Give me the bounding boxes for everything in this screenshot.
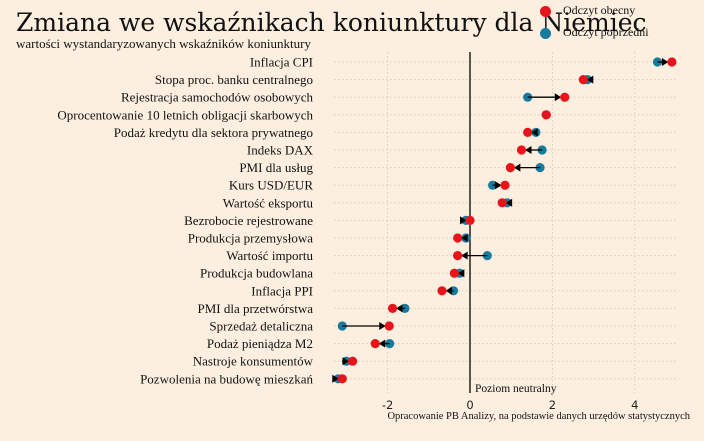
current-reading-point (465, 215, 475, 225)
current-reading-point (384, 321, 394, 331)
x-tick-label: 0 (466, 398, 473, 412)
category-label: Indeks DAX (247, 143, 314, 158)
legend-item-previous: Odczyt poprzedni (537, 24, 697, 46)
change-arrow-head (342, 357, 350, 366)
category-label: Bezrobocie rejestrowane (184, 213, 313, 228)
category-label: Nastroje konsumentów (193, 354, 314, 369)
current-reading-point (370, 339, 380, 349)
legend-label-previous: Odczyt poprzedni (563, 25, 649, 39)
chart-subtitle: wartości wystandaryzowanych wskaźników k… (16, 36, 311, 51)
source-note: Opracowanie PB Analizy, na podstawie dan… (387, 411, 690, 422)
legend-dot-current (540, 6, 551, 17)
current-reading-point (667, 57, 677, 67)
category-label: Inflacja CPI (250, 55, 313, 70)
category-label: Produkcja budowlana (200, 266, 313, 281)
legend: Odczyt obecny Odczyt poprzedni (537, 2, 697, 46)
change-arrow-head (378, 339, 386, 348)
category-label: Wartość eksportu (223, 195, 314, 210)
category-label: Pozwolenia na budowę mieszkań (140, 371, 313, 386)
legend-item-current: Odczyt obecny (537, 2, 697, 24)
current-reading-point (523, 127, 533, 137)
category-label: PMI dla przetwórstwa (197, 301, 313, 316)
current-reading-point (500, 180, 510, 190)
category-label: Stopa proc. banku centralnego (155, 72, 313, 87)
x-tick-label: -2 (382, 398, 393, 412)
change-arrow-head (661, 58, 669, 66)
current-reading-point (437, 286, 447, 296)
current-reading-point (497, 198, 507, 208)
x-tick-label: 2 (549, 398, 556, 412)
change-arrow-head (495, 181, 502, 190)
neutral-level-annotation: Poziom neutralny (475, 383, 557, 395)
category-label: PMI dla usług (239, 160, 313, 175)
category-label: Podaż pieniądza M2 (207, 336, 313, 351)
current-reading-point (541, 110, 551, 120)
current-reading-point (337, 374, 347, 384)
x-tick-label: 4 (631, 398, 638, 412)
current-reading-point (347, 356, 358, 366)
category-label: Sprzedaż detaliczna (209, 319, 313, 334)
change-arrow-head (460, 216, 467, 225)
change-arrow-head (396, 304, 403, 313)
category-label: Podaż kredytu dla sektora prywatnego (114, 125, 313, 140)
change-arrow-head (461, 234, 468, 242)
change-arrow-head (461, 251, 468, 260)
legend-label-current: Odczyt obecny (563, 3, 636, 17)
category-label: Rejestracja samochodów osobowych (121, 90, 314, 105)
current-reading-point (560, 92, 570, 102)
previous-reading-point (535, 163, 545, 173)
current-reading-point (453, 233, 463, 243)
change-arrow-head (332, 374, 339, 383)
change-arrow-head (457, 269, 465, 278)
change-arrow-head (586, 75, 594, 84)
change-arrow-head (554, 93, 562, 102)
category-label: Oprocentowanie 10 letnich obligacji skar… (57, 107, 313, 122)
current-reading-point (453, 251, 463, 261)
current-reading-point (387, 303, 398, 313)
category-label: Inflacja PPI (251, 283, 313, 298)
current-reading-point (516, 145, 527, 155)
category-label: Wartość importu (226, 248, 313, 263)
change-arrow-head (525, 146, 532, 154)
change-arrow-head (445, 286, 452, 295)
current-reading-point (449, 268, 459, 278)
change-arrow-head (505, 198, 513, 207)
category-label: Kurs USD/EUR (229, 178, 313, 193)
change-arrow-head (513, 163, 521, 172)
category-label: Produkcja przemysłowa (188, 231, 314, 246)
current-reading-point (505, 163, 515, 173)
change-arrow-head (379, 322, 386, 330)
legend-dot-previous (540, 28, 551, 39)
current-reading-point (578, 75, 588, 85)
change-arrow-head (531, 128, 538, 137)
